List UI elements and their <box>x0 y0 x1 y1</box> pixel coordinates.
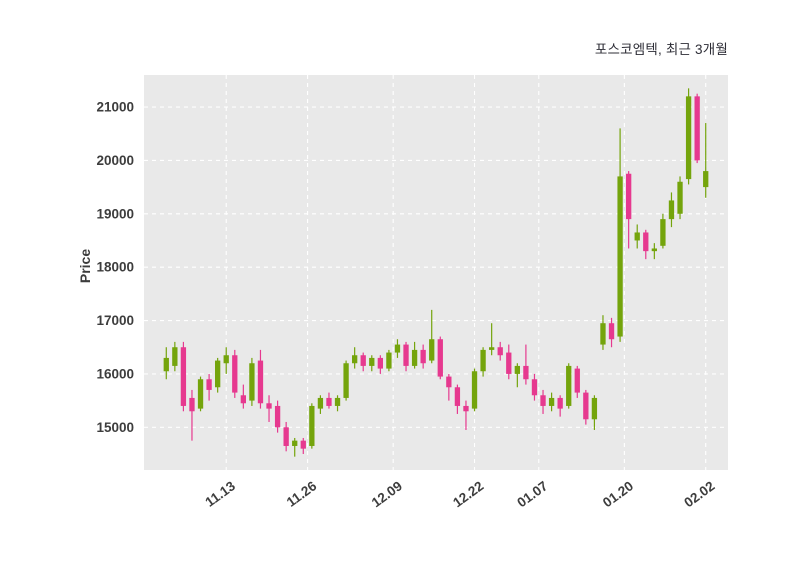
candle-body <box>274 405 281 428</box>
candle-body <box>617 176 623 337</box>
candle-body <box>377 357 383 369</box>
candle-body <box>369 357 375 366</box>
candle-body <box>309 405 315 446</box>
candle-body <box>403 344 409 366</box>
candle-body <box>249 363 255 401</box>
candle-body <box>703 171 709 188</box>
candle-body <box>232 355 238 393</box>
candle-body <box>343 363 349 398</box>
y-tick-label: 17000 <box>96 313 134 328</box>
candle-body <box>489 347 495 350</box>
y-tick-label: 15000 <box>96 420 134 435</box>
y-tick-label: 21000 <box>96 100 134 115</box>
candle-body <box>189 397 195 412</box>
candle-body <box>223 355 229 364</box>
candle-body <box>531 379 538 396</box>
candle-body <box>394 344 401 353</box>
y-tick-label: 18000 <box>96 260 134 275</box>
candle-body <box>300 440 306 449</box>
candle-body <box>446 376 452 388</box>
candle-body <box>429 339 435 361</box>
candle-body <box>694 96 700 161</box>
candle-body <box>514 365 520 374</box>
candle-body <box>600 323 606 345</box>
candle-body <box>643 232 649 252</box>
candle-body <box>540 395 546 406</box>
candle-body <box>677 181 683 214</box>
candle-body <box>685 96 692 180</box>
candle-body <box>197 379 204 409</box>
candle-body <box>471 371 478 409</box>
candle-body <box>420 349 426 364</box>
candle-body <box>215 360 221 388</box>
candle-body <box>548 397 555 406</box>
candle-body <box>172 347 178 366</box>
candle-body <box>360 355 366 366</box>
candle-body <box>180 347 187 406</box>
candle-body <box>257 360 264 404</box>
x-tick-label: 02.02 <box>681 478 717 510</box>
y-tick-label: 20000 <box>96 153 134 168</box>
plot-background <box>144 75 728 470</box>
chart-title: 포스코엠텍, 최근 3개월 <box>594 42 728 57</box>
candle-body <box>206 379 212 390</box>
y-tick-label: 19000 <box>96 206 134 221</box>
x-tick-label: 12.22 <box>450 478 486 510</box>
candle-body <box>411 349 418 366</box>
x-tick-label: 01.07 <box>514 478 550 510</box>
candle-body <box>523 365 529 380</box>
y-tick-label: 16000 <box>96 366 134 381</box>
candle-body <box>292 440 298 446</box>
x-tick-label: 01.20 <box>600 478 636 510</box>
candle-body <box>437 339 443 377</box>
candle-body <box>463 405 469 412</box>
candle-body <box>634 232 640 241</box>
candle-body <box>497 347 503 356</box>
candle-body <box>317 397 324 409</box>
candle-body <box>240 395 246 404</box>
x-tick-label: 11.13 <box>202 478 238 510</box>
candle-body <box>608 323 615 340</box>
candle-body <box>454 387 461 406</box>
candle-body <box>591 397 598 420</box>
x-tick-label: 12.09 <box>369 478 405 510</box>
candle-body <box>668 200 675 220</box>
candle-body <box>557 397 563 409</box>
candle-body <box>660 219 666 246</box>
candle-body <box>480 349 486 372</box>
candle-body <box>566 365 572 406</box>
candle-body <box>626 173 632 220</box>
candle-body <box>334 397 341 406</box>
candle-body <box>386 352 392 369</box>
candle-body <box>163 357 169 372</box>
candle-body <box>574 368 580 393</box>
candle-body <box>266 403 272 409</box>
candle-body <box>651 248 657 252</box>
x-tick-label: 11.26 <box>284 478 320 510</box>
candle-body <box>283 427 289 446</box>
candle-body <box>583 392 589 420</box>
candle-body <box>506 352 512 374</box>
candle-body <box>352 355 358 364</box>
candle-body <box>326 397 332 406</box>
